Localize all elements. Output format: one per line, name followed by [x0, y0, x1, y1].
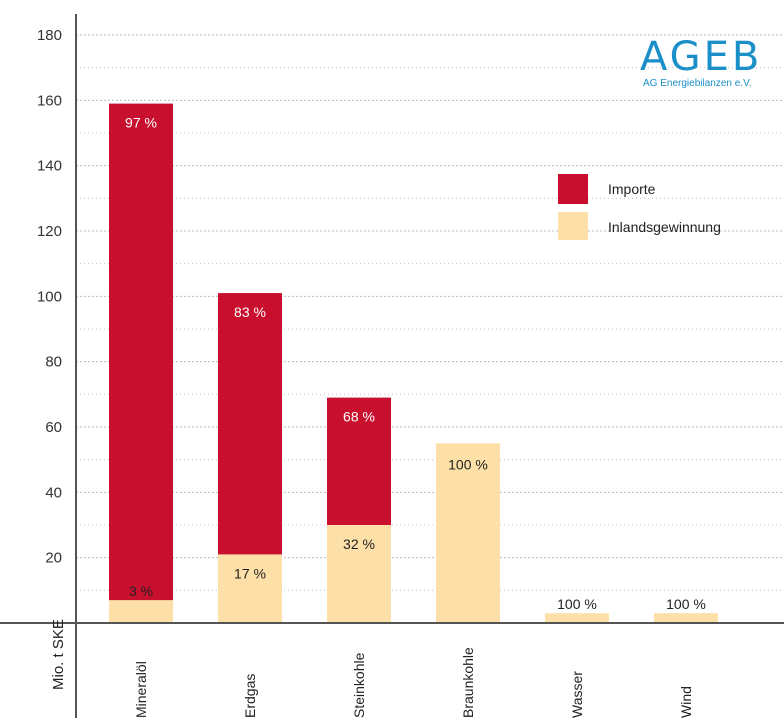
y-tick-label: 100: [37, 288, 62, 305]
data-label-inlandsgewinnung: 17 %: [234, 565, 266, 581]
bar-inlandsgewinnung: [436, 443, 500, 623]
x-category-label: Mineralöl: [133, 661, 149, 718]
logo-subtitle: AG Energiebilanzen e.V.: [643, 78, 752, 89]
y-tick-label: 160: [37, 92, 62, 109]
bar-importe: [327, 397, 391, 525]
y-tick-label: 60: [45, 419, 62, 436]
bar-inlandsgewinnung: [218, 554, 282, 623]
y-axis-unit-label: Mio. t SKE: [50, 619, 67, 690]
bar-inlandsgewinnung: [654, 613, 718, 623]
data-label-inlandsgewinnung: 100 %: [557, 596, 597, 612]
x-category-label: Erdgas: [242, 674, 258, 718]
y-tick-label: 120: [37, 223, 62, 240]
x-category-label: Steinkohle: [351, 652, 367, 718]
ageb-logo: AGEB AG Energiebilanzen e.V.: [640, 34, 762, 89]
gridlines: [76, 34, 784, 591]
x-category-label: Braunkohle: [460, 647, 476, 718]
y-tick-label: 180: [37, 27, 62, 44]
y-tick-label: 80: [45, 354, 62, 371]
data-label-importe: 83 %: [234, 304, 266, 320]
labels: 97 % 3 % Mineralöl 83 % 17 % Erdgas 68 % 32 % St…: [125, 115, 706, 718]
bars: [109, 103, 718, 623]
legend-label-importe: Importe: [608, 181, 656, 197]
bar-inlandsgewinnung: [327, 525, 391, 623]
y-tick-label: 140: [37, 158, 62, 175]
legend-swatch-importe: [558, 174, 588, 204]
legend: Importe Inlandsgewinnung: [558, 174, 721, 240]
data-label-inlandsgewinnung: 32 %: [343, 536, 375, 552]
logo-wordmark: AGEB: [640, 34, 762, 80]
data-label-importe: 68 %: [343, 409, 375, 425]
y-tick-label: 20: [45, 550, 62, 567]
legend-label-inlandsgewinnung: Inlandsgewinnung: [608, 219, 721, 235]
data-label-inlandsgewinnung: 3 %: [129, 583, 153, 599]
bar-inlandsgewinnung: [545, 613, 609, 623]
y-tick-label: 40: [45, 484, 62, 501]
data-label-importe: 97 %: [125, 115, 157, 131]
bar-importe: [109, 103, 173, 601]
x-category-label: Wind: [678, 686, 694, 718]
data-label-inlandsgewinnung: 100 %: [666, 596, 706, 612]
bar-importe: [218, 293, 282, 555]
axes: 20 40 60 80 100 120 140 160 180: [0, 14, 784, 718]
data-label-inlandsgewinnung: 100 %: [448, 456, 488, 472]
legend-swatch-inlandsgewinnung: [558, 212, 588, 240]
bar-inlandsgewinnung: [109, 600, 173, 623]
x-category-label: Wasser: [569, 671, 585, 718]
